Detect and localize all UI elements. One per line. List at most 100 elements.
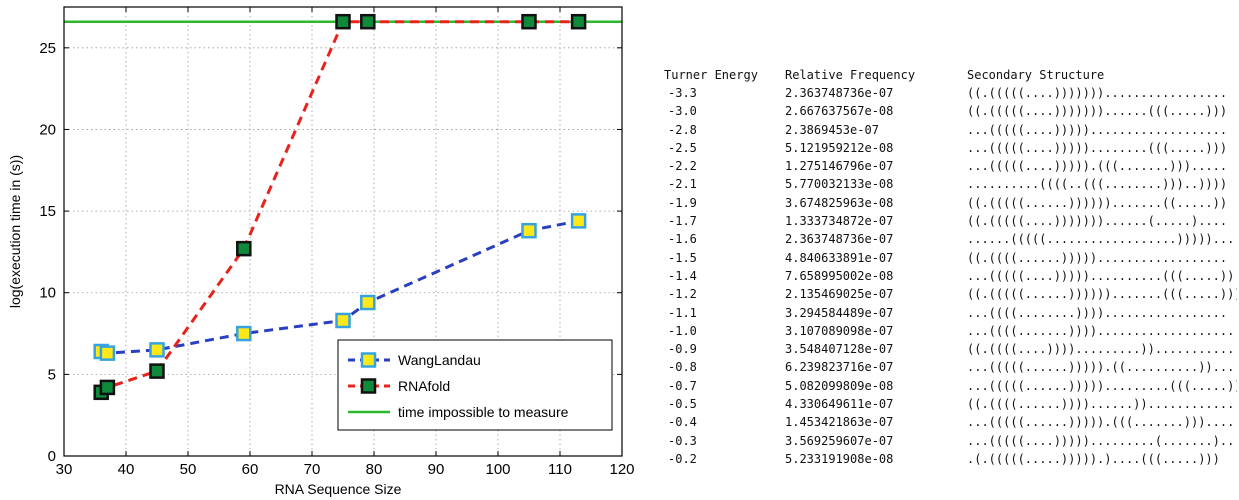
table-row: -2.5 5.121959212e-08 ...(((((....)))))....…: [664, 139, 1239, 157]
structure-cell: ((.((((......))))......))............: [967, 397, 1235, 412]
energy-cell: -1.7: [668, 214, 697, 229]
legend-rnafold-marker: [360, 378, 377, 394]
table-row: -1.2 2.135469025e-07 ((.(((((......)))))).…: [664, 285, 1239, 303]
frequency-cell: 7.658995002e-08: [785, 268, 894, 283]
table-row: -0.3 3.569259607e-07 ...(((((....)))))....…: [664, 432, 1239, 450]
structure-cell: .(.(((((.....))))).)....(((.....))): [967, 451, 1220, 466]
frequency-cell: 3.674825963e-08: [785, 195, 894, 210]
frequency-cell: 5.121959212e-08: [785, 140, 894, 155]
x-tick-label: 100: [485, 461, 510, 478]
legend-impossible-label: time impossible to measure: [398, 404, 569, 420]
frequency-cell: 4.330649611e-07: [785, 397, 894, 412]
frequency-cell: 1.333734872e-07: [785, 214, 894, 229]
wanglandau-point: [236, 325, 252, 342]
x-axis-label: RNA Sequence Size: [275, 481, 402, 497]
table-row: -1.0 3.107089098e-07 ...((((.......))))...…: [664, 322, 1239, 340]
table-row: -3.0 2.667637567e-08 ((.(((((....)))))))..…: [664, 102, 1239, 120]
energy-cell: -0.4: [668, 415, 697, 430]
x-tick-label: 40: [118, 461, 135, 478]
structure-cell: ...(((((....)))))...................: [967, 122, 1228, 137]
legend-wanglandau-marker: [360, 352, 377, 368]
wanglandau-line: [100, 219, 579, 355]
wanglandau-point: [521, 222, 537, 239]
frequency-cell: 3.294584489e-07: [785, 305, 894, 320]
x-tick-label: 80: [366, 461, 383, 478]
legend-box: [337, 339, 613, 431]
y-tick-label: 0: [48, 448, 56, 465]
y-tick-label: 15: [39, 203, 56, 220]
structure-cell: ...(((((....)))))..........(((.....)).: [967, 268, 1237, 283]
frequency-cell: 3.548407128e-07: [785, 342, 894, 357]
x-tick-label: 90: [428, 461, 445, 478]
frequency-cell: 5.082099809e-08: [785, 378, 894, 393]
frequency-cell: 5.233191908e-08: [785, 451, 894, 466]
table-header: Turner Energy Relative Frequency Seconda…: [664, 66, 1239, 84]
y-tick-label: 10: [39, 285, 56, 302]
table-body: -3.3 2.363748736e-07 ((.(((((....)))))))..…: [664, 84, 1239, 468]
structure-cell: ((.((((....)))).........))...........: [967, 342, 1235, 357]
energy-cell: -0.9: [668, 342, 697, 357]
rnafold-point: [521, 13, 537, 30]
y-tick-label: 20: [39, 121, 56, 138]
table-row: -1.9 3.674825963e-08 ((.(((((......)))))).…: [664, 194, 1239, 212]
energy-cell: -0.2: [668, 451, 697, 466]
wanglandau-point: [360, 294, 376, 311]
structure-cell: ...(((((......))))).((..........)).....: [967, 360, 1237, 375]
rnafold-line: [100, 20, 579, 394]
rnafold-point: [360, 13, 376, 30]
structure-cell: ((.(((((....)))))))......(.....)....: [967, 214, 1228, 229]
frequency-cell: 2.363748736e-07: [785, 86, 894, 100]
table-row: -0.4 1.453421863e-07 ...(((((......))))).(…: [664, 413, 1239, 431]
frequency-cell: 2.363748736e-07: [785, 232, 894, 247]
frequency-cell: 2.135469025e-07: [785, 287, 894, 302]
wanglandau-point: [335, 312, 351, 329]
table-row: -1.7 1.333734872e-07 ((.(((((....)))))))..…: [664, 212, 1239, 230]
energy-cell: -1.6: [668, 232, 697, 247]
frequency-cell: 5.770032133e-08: [785, 177, 894, 192]
frequency-cell: 3.569259607e-07: [785, 433, 894, 448]
line-chart: 30 40 50 60 70 80 90 100 110 120 0 5 10 15 20 25 RNA Seq…: [7, 6, 635, 497]
table-row: -1.6 2.363748736e-07 ......(((((..........…: [664, 230, 1239, 248]
frequency-cell: 4.840633891e-07: [785, 250, 894, 265]
table-row: -2.8 2.3869453e-07 ...(((((....)))))......…: [664, 121, 1239, 139]
y-tick-label: 5: [48, 366, 56, 383]
energy-cell: -1.5: [668, 250, 697, 265]
frequency-cell: 1.275146796e-07: [785, 159, 894, 174]
header-turner-energy: Turner Energy: [664, 68, 758, 82]
structure-cell: ((.((((......)))))..................: [967, 250, 1228, 265]
energy-cell: -1.2: [668, 287, 697, 302]
energy-cell: -2.8: [668, 122, 697, 137]
energy-cell: -1.9: [668, 195, 697, 210]
y-tick-label: 25: [39, 40, 56, 57]
x-tick-label: 50: [180, 461, 197, 478]
energy-cell: -1.0: [668, 323, 697, 338]
x-tick-label: 70: [304, 461, 321, 478]
x-tick-label: 60: [242, 461, 259, 478]
rnafold-point: [236, 240, 252, 257]
energy-cell: -3.0: [668, 104, 697, 119]
energy-cell: -0.7: [668, 378, 697, 393]
table-row: -0.9 3.548407128e-07 ((.((((....))))......…: [664, 340, 1239, 358]
structure-cell: ...(((((....))))).(((.......))).....: [967, 159, 1228, 174]
structure-cell: ...((((.......))))...................: [967, 323, 1235, 338]
structure-cell: ((.(((((....)))))))......(((.....))): [967, 104, 1228, 119]
structure-cell: ...((((........)))).................: [967, 305, 1228, 320]
y-axis-label: log(execution time in (s)): [7, 155, 23, 308]
structure-cell: ...(((((....)))))........(((.....))): [967, 140, 1228, 155]
energy-cell: -2.1: [668, 177, 697, 192]
table-row: -0.2 5.233191908e-08 .(.(((((.....))))).).…: [664, 450, 1239, 468]
legend-wanglandau-label: WangLandau: [398, 352, 481, 368]
table-row: -2.1 5.770032133e-08 ..........((((..(((..…: [664, 175, 1239, 193]
chart-panel: 30 40 50 60 70 80 90 100 110 120 0 5 10 15 20 25 RNA Seq…: [7, 6, 635, 497]
energy-cell: -3.3: [668, 86, 697, 100]
x-tick-label: 110: [548, 461, 572, 478]
structure-cell: ...(((((....))))).........(.......)...: [967, 433, 1237, 448]
table-row: -0.5 4.330649611e-07 ((.((((......))))....…: [664, 395, 1239, 413]
frequency-cell: 1.453421863e-07: [785, 415, 894, 430]
table-row: -1.1 3.294584489e-07 ...((((........))))..…: [664, 304, 1239, 322]
structure-table: Turner Energy Relative Frequency Seconda…: [664, 66, 1239, 500]
table-row: -0.8 6.239823716e-07 ...(((((......))))).(…: [664, 358, 1239, 376]
structure-cell: ((.(((((......)))))).......(((.....))): [967, 287, 1237, 302]
frequency-cell: 6.239823716e-07: [785, 360, 894, 375]
rnafold-point: [99, 379, 116, 396]
